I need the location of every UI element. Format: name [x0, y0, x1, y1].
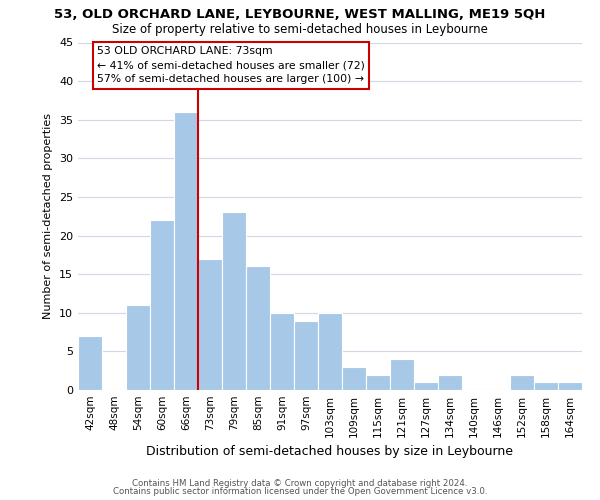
- Bar: [78, 336, 102, 390]
- Bar: [222, 212, 246, 390]
- Text: 53 OLD ORCHARD LANE: 73sqm
← 41% of semi-detached houses are smaller (72)
57% of: 53 OLD ORCHARD LANE: 73sqm ← 41% of semi…: [97, 46, 365, 84]
- Bar: [270, 313, 294, 390]
- Y-axis label: Number of semi-detached properties: Number of semi-detached properties: [43, 114, 53, 320]
- Bar: [294, 320, 318, 390]
- Text: Size of property relative to semi-detached houses in Leybourne: Size of property relative to semi-detach…: [112, 22, 488, 36]
- Bar: [198, 258, 222, 390]
- Text: Contains HM Land Registry data © Crown copyright and database right 2024.: Contains HM Land Registry data © Crown c…: [132, 478, 468, 488]
- Bar: [558, 382, 582, 390]
- Text: 53, OLD ORCHARD LANE, LEYBOURNE, WEST MALLING, ME19 5QH: 53, OLD ORCHARD LANE, LEYBOURNE, WEST MA…: [55, 8, 545, 20]
- Bar: [150, 220, 174, 390]
- Bar: [390, 359, 414, 390]
- Bar: [126, 305, 150, 390]
- Bar: [414, 382, 438, 390]
- Bar: [174, 112, 198, 390]
- Bar: [246, 266, 270, 390]
- Bar: [438, 374, 462, 390]
- Text: Contains public sector information licensed under the Open Government Licence v3: Contains public sector information licen…: [113, 487, 487, 496]
- Bar: [318, 313, 342, 390]
- Bar: [366, 374, 390, 390]
- Bar: [534, 382, 558, 390]
- Bar: [342, 367, 366, 390]
- X-axis label: Distribution of semi-detached houses by size in Leybourne: Distribution of semi-detached houses by …: [146, 446, 514, 458]
- Bar: [510, 374, 534, 390]
